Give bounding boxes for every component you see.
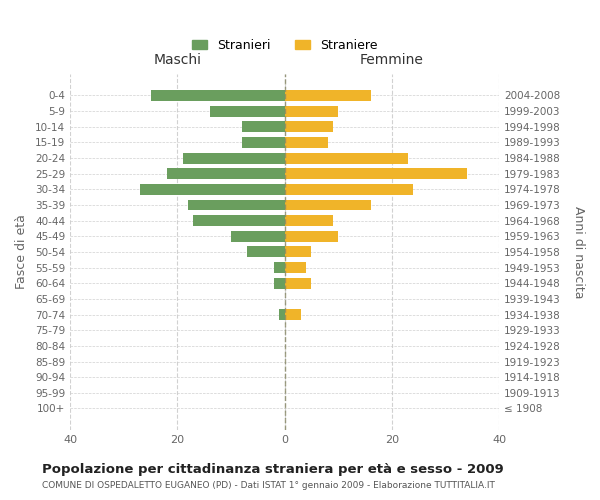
- Bar: [284, 278, 311, 288]
- Text: Popolazione per cittadinanza straniera per età e sesso - 2009: Popolazione per cittadinanza straniera p…: [42, 462, 504, 475]
- Bar: [188, 200, 284, 210]
- Bar: [284, 246, 311, 258]
- Bar: [242, 137, 284, 148]
- Bar: [151, 90, 284, 101]
- Bar: [242, 122, 284, 132]
- Bar: [183, 152, 284, 164]
- Y-axis label: Anni di nascita: Anni di nascita: [572, 206, 585, 298]
- Bar: [231, 231, 284, 242]
- Bar: [193, 215, 284, 226]
- Bar: [284, 90, 371, 101]
- Bar: [284, 106, 338, 117]
- Bar: [284, 215, 333, 226]
- Bar: [284, 122, 333, 132]
- Bar: [167, 168, 284, 179]
- Bar: [209, 106, 284, 117]
- Bar: [280, 309, 284, 320]
- Bar: [247, 246, 284, 258]
- Y-axis label: Fasce di età: Fasce di età: [15, 214, 28, 290]
- Bar: [284, 137, 328, 148]
- Text: COMUNE DI OSPEDALETTO EUGANEO (PD) - Dati ISTAT 1° gennaio 2009 - Elaborazione T: COMUNE DI OSPEDALETTO EUGANEO (PD) - Dat…: [42, 480, 495, 490]
- Bar: [284, 262, 306, 273]
- Bar: [274, 262, 284, 273]
- Legend: Stranieri, Straniere: Stranieri, Straniere: [187, 34, 383, 56]
- Bar: [140, 184, 284, 195]
- Text: Femmine: Femmine: [360, 52, 424, 66]
- Bar: [284, 168, 467, 179]
- Bar: [284, 309, 301, 320]
- Bar: [274, 278, 284, 288]
- Bar: [284, 184, 413, 195]
- Bar: [284, 200, 371, 210]
- Bar: [284, 152, 408, 164]
- Text: Maschi: Maschi: [154, 52, 202, 66]
- Bar: [284, 231, 338, 242]
